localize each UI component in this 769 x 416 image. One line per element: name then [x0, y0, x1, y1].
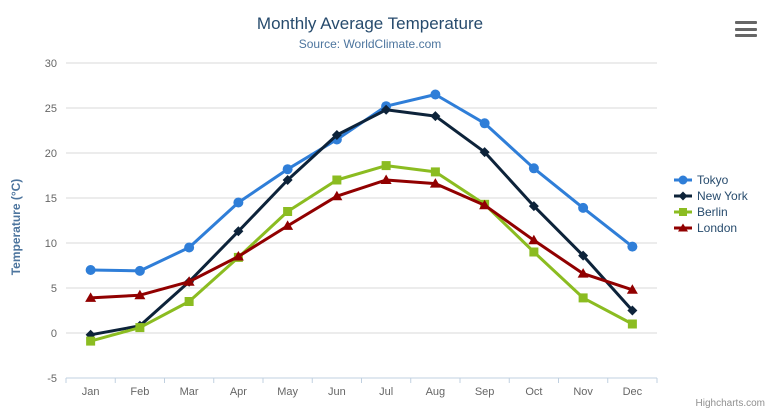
diamond-glyph: [678, 191, 688, 201]
point-berlin-jul[interactable]: [381, 161, 391, 171]
point-berlin-jan[interactable]: [86, 336, 96, 346]
series-new-york: [85, 104, 638, 340]
chart-title: Monthly Average Temperature: [256, 14, 484, 33]
point-new-york-may[interactable]: [282, 175, 293, 185]
hamburger-icon[interactable]: [735, 21, 757, 37]
point-berlin-may[interactable]: [283, 207, 293, 216]
yaxis-tick-label-25: 25: [45, 103, 57, 115]
legend-label: Tokyo: [697, 173, 729, 187]
triangle-marker-icon: [674, 223, 692, 232]
xaxis-tick-label-may: May: [277, 386, 298, 398]
series-line-london: [89, 178, 634, 300]
point-tokyo-aug[interactable]: [430, 89, 441, 100]
point-tokyo-sep[interactable]: [479, 118, 490, 129]
point-london-jul[interactable]: [380, 174, 392, 185]
point-berlin-jun[interactable]: [332, 175, 342, 185]
point-london-jan[interactable]: [85, 292, 97, 302]
hamburger-bar: [735, 27, 757, 31]
series-tokyo: [85, 89, 638, 276]
point-tokyo-may[interactable]: [282, 164, 293, 175]
yaxis-tick-label-30: 30: [45, 58, 57, 70]
point-berlin-mar[interactable]: [184, 297, 194, 306]
xaxis-tick-label-mar: Mar: [180, 386, 199, 398]
legend-item-tokyo[interactable]: Tokyo: [674, 172, 748, 188]
circle-marker-icon: [674, 175, 692, 185]
xaxis-tick-label-apr: Apr: [230, 386, 247, 398]
point-new-york-nov[interactable]: [578, 250, 589, 261]
chart-subtitle: Source: WorldClimate.com: [298, 37, 442, 51]
point-berlin-dec[interactable]: [627, 319, 637, 329]
yaxis-tick-label-20: 20: [45, 148, 57, 160]
yaxis-tick-label--5: -5: [47, 373, 57, 385]
point-berlin-oct[interactable]: [529, 247, 539, 257]
point-tokyo-nov[interactable]: [578, 202, 589, 213]
square-glyph: [679, 208, 687, 216]
point-berlin-feb[interactable]: [135, 323, 145, 333]
diamond-marker-icon: [674, 191, 692, 201]
credits-link[interactable]: Highcharts.com: [695, 398, 765, 409]
yaxis-tick-label-5: 5: [51, 283, 57, 295]
xaxis-tick-label-oct: Oct: [525, 386, 542, 398]
yaxis-tick-label-10: 10: [45, 238, 57, 250]
point-tokyo-apr[interactable]: [233, 197, 244, 208]
hamburger-bar: [735, 21, 757, 24]
point-london-mar[interactable]: [183, 276, 195, 286]
point-london-feb[interactable]: [134, 289, 146, 300]
point-berlin-aug[interactable]: [430, 167, 440, 177]
point-tokyo-oct[interactable]: [528, 163, 539, 174]
legend-label: Berlin: [697, 205, 728, 219]
point-london-apr[interactable]: [232, 251, 244, 261]
point-new-york-jun[interactable]: [331, 130, 342, 140]
series-line-new-york: [89, 108, 634, 337]
point-london-sep[interactable]: [479, 199, 491, 210]
yaxis-tick-label-15: 15: [45, 193, 57, 205]
hamburger-bar: [735, 34, 757, 37]
legend: Tokyo New York Berlin London: [674, 172, 748, 236]
point-new-york-aug[interactable]: [430, 111, 441, 122]
point-new-york-oct[interactable]: [528, 201, 539, 212]
point-new-york-dec[interactable]: [627, 305, 638, 316]
xaxis-tick-label-feb: Feb: [130, 386, 149, 398]
point-tokyo-jan[interactable]: [85, 265, 96, 275]
point-new-york-jul[interactable]: [381, 104, 392, 115]
point-london-dec[interactable]: [626, 284, 638, 294]
series-line-berlin: [89, 164, 634, 343]
legend-item-london[interactable]: London: [674, 220, 748, 236]
yaxis-title: Temperature (°C): [9, 178, 23, 276]
point-tokyo-dec[interactable]: [627, 241, 638, 252]
xaxis-tick-label-jul: Jul: [379, 386, 393, 398]
legend-item-new-york[interactable]: New York: [674, 188, 748, 204]
point-london-nov[interactable]: [577, 268, 589, 278]
series-london: [85, 174, 638, 302]
legend-label: New York: [697, 189, 748, 203]
triangle-glyph: [678, 223, 688, 232]
circle-glyph: [678, 175, 688, 185]
point-london-oct[interactable]: [528, 234, 540, 245]
point-new-york-apr[interactable]: [233, 226, 244, 237]
xaxis-tick-label-sep: Sep: [475, 386, 495, 398]
point-new-york-sep[interactable]: [479, 147, 490, 158]
legend-item-berlin[interactable]: Berlin: [674, 204, 748, 220]
legend-label: London: [697, 221, 738, 235]
xaxis-tick-label-dec: Dec: [623, 386, 643, 398]
point-london-aug[interactable]: [429, 178, 441, 188]
square-marker-icon: [674, 208, 692, 216]
point-london-may[interactable]: [282, 220, 294, 230]
yaxis-tick-label-0: 0: [51, 328, 57, 340]
xaxis-tick-label-aug: Aug: [426, 386, 446, 398]
point-london-jun[interactable]: [331, 190, 343, 201]
xaxis-tick-label-jun: Jun: [328, 386, 346, 398]
xaxis-tick-label-nov: Nov: [573, 386, 593, 398]
point-tokyo-feb[interactable]: [134, 265, 145, 276]
point-tokyo-mar[interactable]: [184, 242, 195, 253]
xaxis-tick-label-jan: Jan: [82, 386, 100, 398]
series-berlin: [86, 161, 637, 346]
point-berlin-nov[interactable]: [578, 293, 588, 303]
